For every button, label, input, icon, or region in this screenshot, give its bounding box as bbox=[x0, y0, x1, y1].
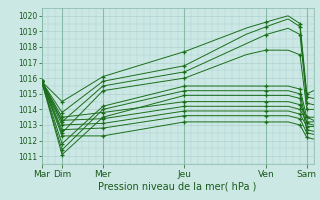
X-axis label: Pression niveau de la mer( hPa ): Pression niveau de la mer( hPa ) bbox=[99, 181, 257, 191]
